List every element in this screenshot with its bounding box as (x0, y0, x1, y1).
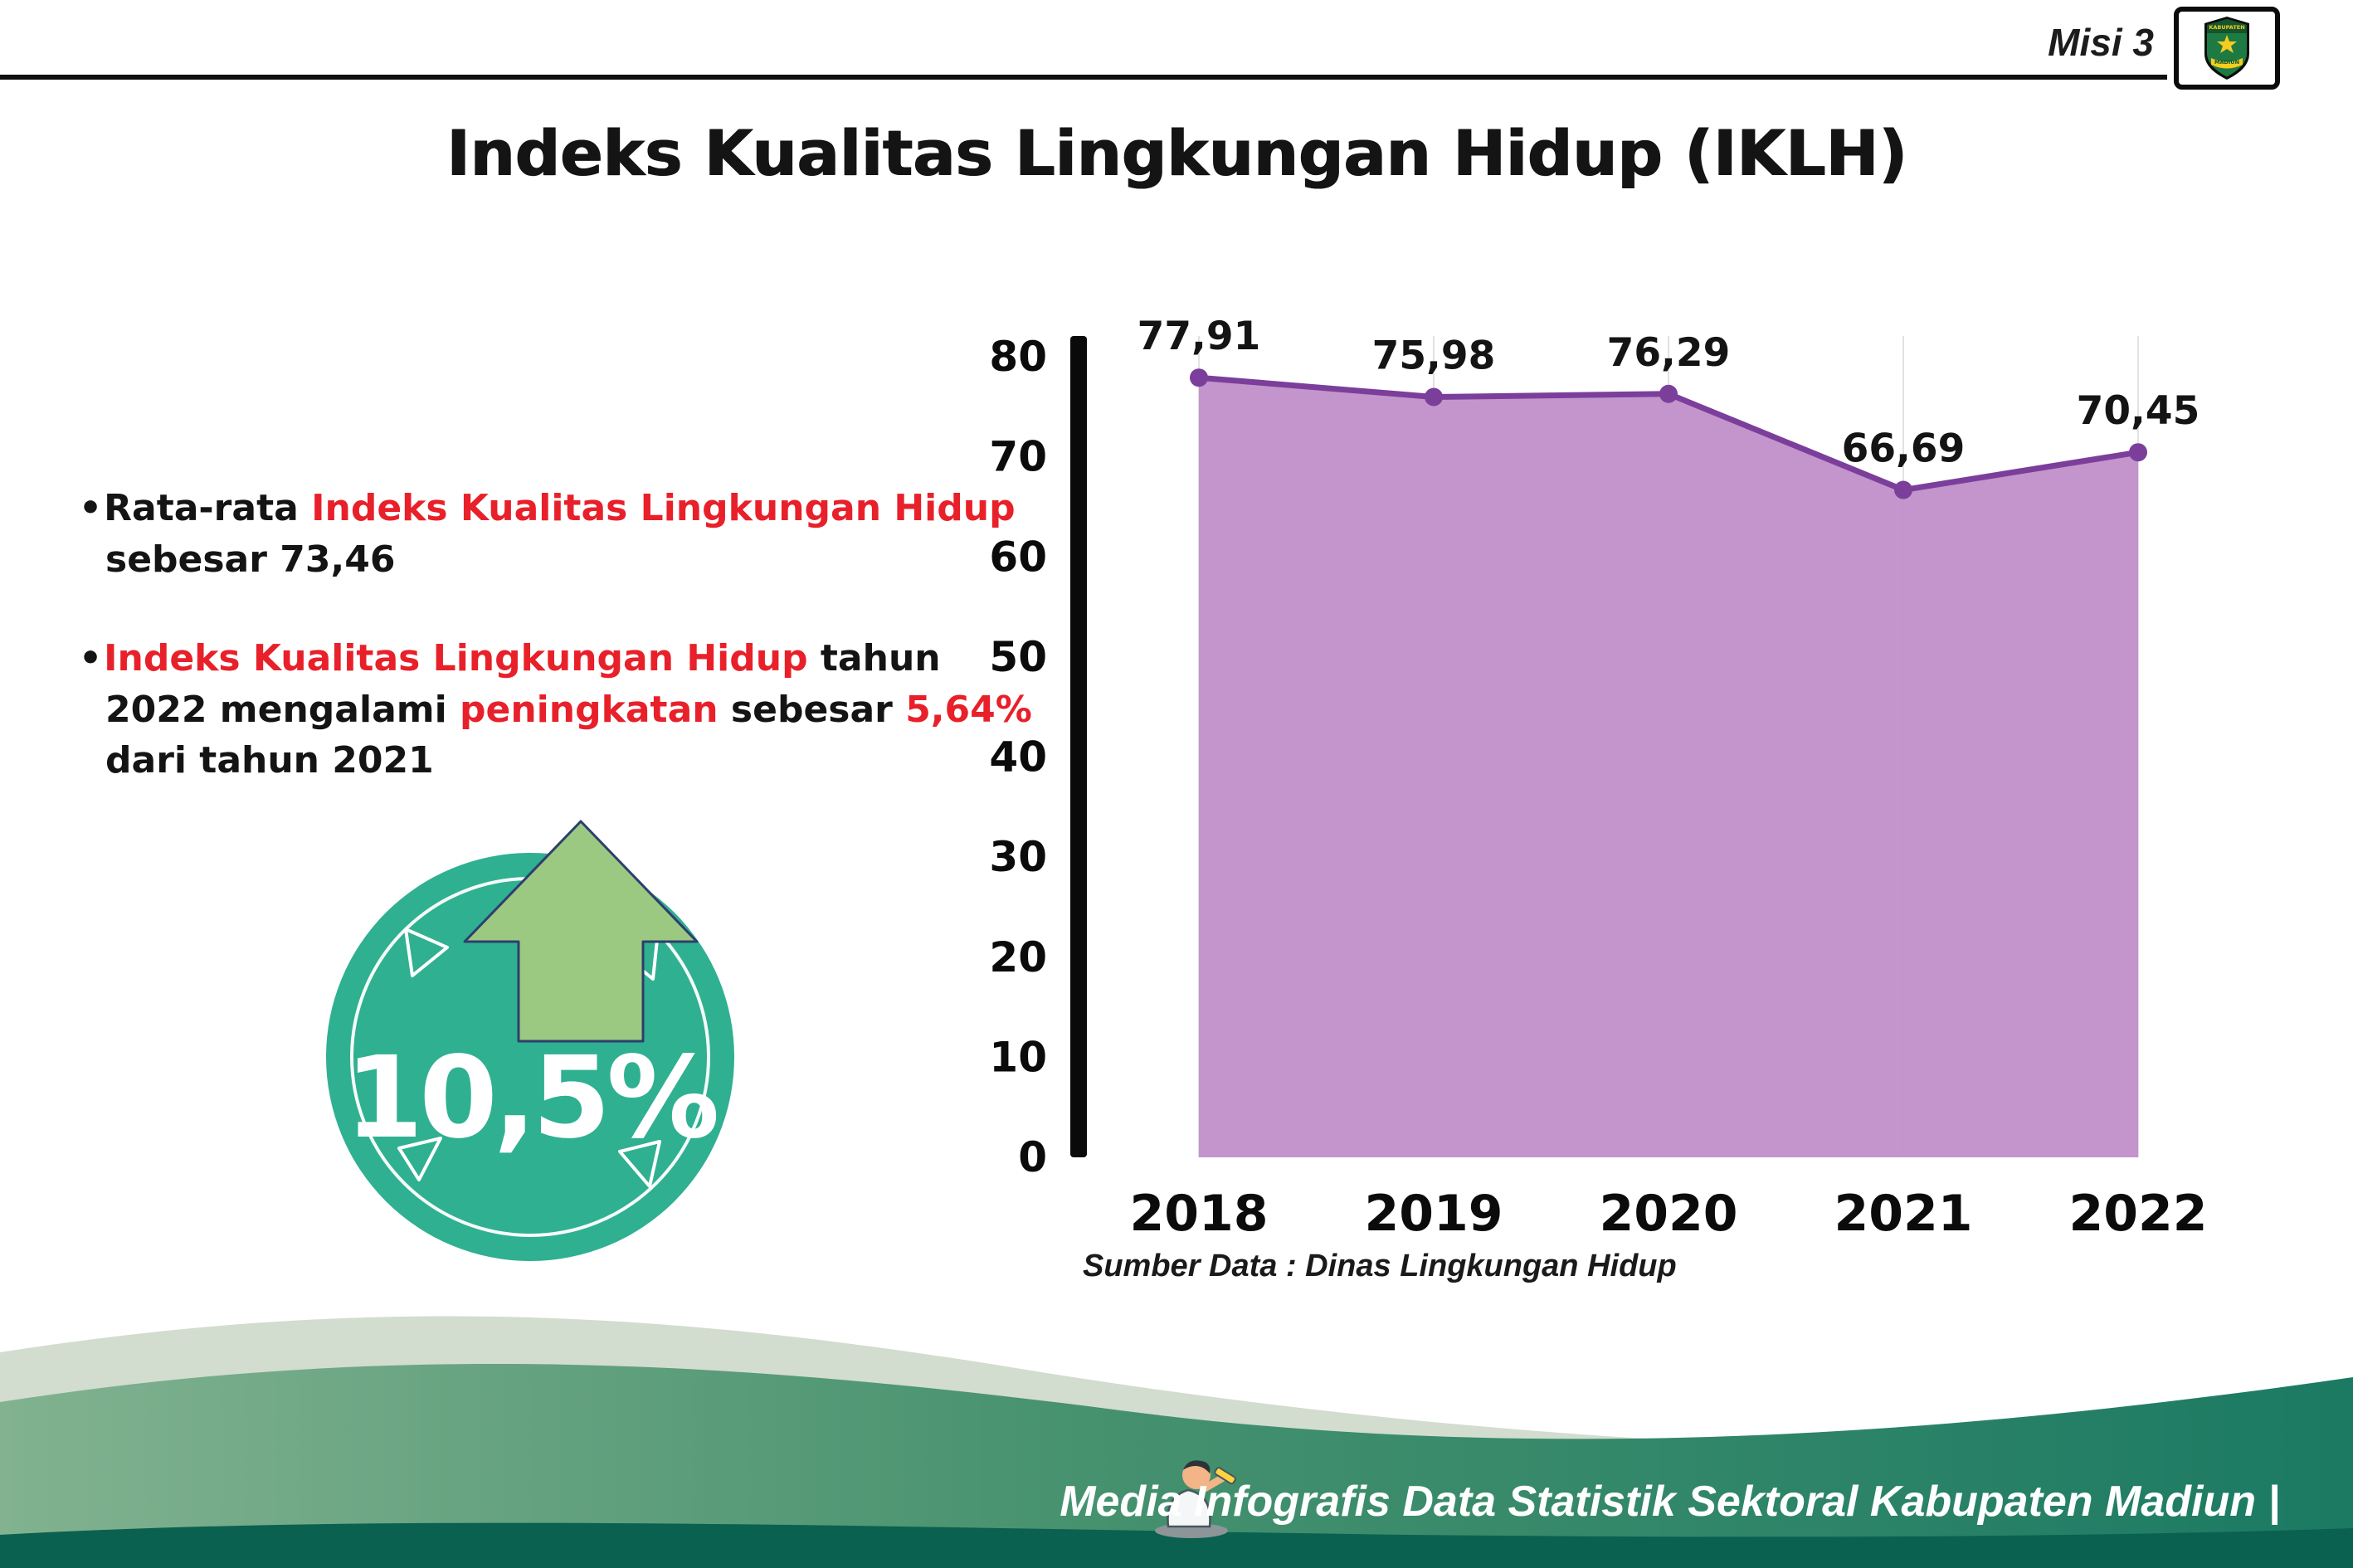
chart-point (1894, 480, 1912, 499)
y-axis-tick-label: 80 (989, 333, 1047, 381)
y-axis (1070, 336, 1087, 1157)
crest-bottom-text: MADIUN (2214, 59, 2239, 66)
chart-point-label: 75,98 (1372, 333, 1496, 378)
kabupaten-madiun-crest-icon: KABUPATEN MADIUN (2204, 17, 2249, 80)
y-axis-tick-label: 0 (1018, 1133, 1047, 1181)
y-axis-tick-label: 60 (989, 533, 1047, 581)
bullet-text-segment: tahun 2022 mengalami (105, 637, 941, 731)
bullet-text-segment: 5,64% (905, 688, 1032, 731)
y-axis-tick-label: 10 (989, 1033, 1047, 1081)
iklh-area-chart-svg: 77,91 75,98 76,29 66,69 70,45 0 10 20 30 40 50 60 70… (989, 314, 2208, 1243)
crest-top-text: KABUPATEN (2209, 24, 2244, 31)
chart-point (2129, 443, 2147, 462)
bullet-item: •Rata-rata Indeks Kualitas Lingkungan Hi… (79, 483, 1050, 585)
bullet-text-segment: dari tahun 2021 (105, 739, 434, 782)
triangle-decoration-icon (404, 928, 449, 977)
misi-label: Misi 3 (2048, 21, 2154, 64)
iklh-area-chart: 77,91 75,98 76,29 66,69 70,45 0 10 20 30 40 50 60 70… (954, 299, 2248, 1303)
footer-wave-green (0, 1363, 2353, 1568)
x-axis-label: 2022 (2069, 1185, 2208, 1243)
x-axis-label: 2020 (1600, 1185, 1738, 1243)
x-axis-label: 2021 (1834, 1185, 1973, 1243)
bullet-text-segment: Rata-rata (104, 487, 312, 529)
x-axis-label: 2019 (1365, 1185, 1503, 1243)
footer-wave-strip (0, 1522, 2353, 1568)
bullet-text-segment: sebesar (718, 688, 906, 731)
bullet-text-segment: peningkatan (460, 688, 719, 731)
x-axis-label: 2018 (1130, 1185, 1269, 1243)
chart-point (1425, 387, 1443, 407)
triangle-decoration-icon (397, 1137, 442, 1181)
chart-point-label: 70,45 (2077, 388, 2200, 434)
up-arrow-icon (463, 820, 699, 1043)
y-axis-tick-label: 30 (989, 833, 1047, 881)
bullet-marker: • (79, 637, 103, 680)
chart-point-label: 77,91 (1138, 314, 1261, 359)
chart-point-label: 76,29 (1607, 330, 1731, 376)
y-axis-tick-label: 50 (989, 633, 1047, 681)
page-title: Indeks Kualitas Lingkungan Hidup (IKLH) (446, 116, 1907, 190)
y-axis-tick-label: 20 (989, 933, 1047, 981)
kabupaten-madiun-logo: KABUPATEN MADIUN (2174, 7, 2280, 90)
data-source: Sumber Data : Dinas Lingkungan Hidup (1083, 1249, 1677, 1283)
chart-area-fill (1199, 377, 2138, 1157)
bullet-marker: • (79, 487, 103, 529)
mascot-icon (1155, 1460, 1236, 1538)
bullet-text-segment: Indeks Kualitas Lingkungan Hidup (311, 487, 1016, 529)
y-axis-tick-label: 70 (989, 433, 1047, 481)
bullet-text-segment: sebesar 73,46 (105, 538, 396, 581)
increase-percentage: 10,5% (344, 1033, 720, 1164)
chart-point (1659, 384, 1678, 403)
y-axis-tick-label: 40 (989, 733, 1047, 782)
chart-point-label: 66,69 (1842, 426, 1966, 472)
bullet-item: •Indeks Kualitas Lingkungan Hidup tahun … (79, 633, 1050, 786)
footer-caption: Media Infografis Data Statistik Sektoral… (1060, 1478, 2280, 1526)
footer-wave (0, 1316, 2353, 1568)
crest-star-icon (2217, 35, 2237, 53)
bullet-text-segment: Indeks Kualitas Lingkungan Hidup (104, 637, 808, 680)
summary-bullets: •Rata-rata Indeks Kualitas Lingkungan Hi… (79, 483, 1050, 835)
header-divider (0, 75, 2167, 80)
chart-point (1190, 368, 1208, 387)
triangle-decoration-icon (618, 1140, 661, 1188)
